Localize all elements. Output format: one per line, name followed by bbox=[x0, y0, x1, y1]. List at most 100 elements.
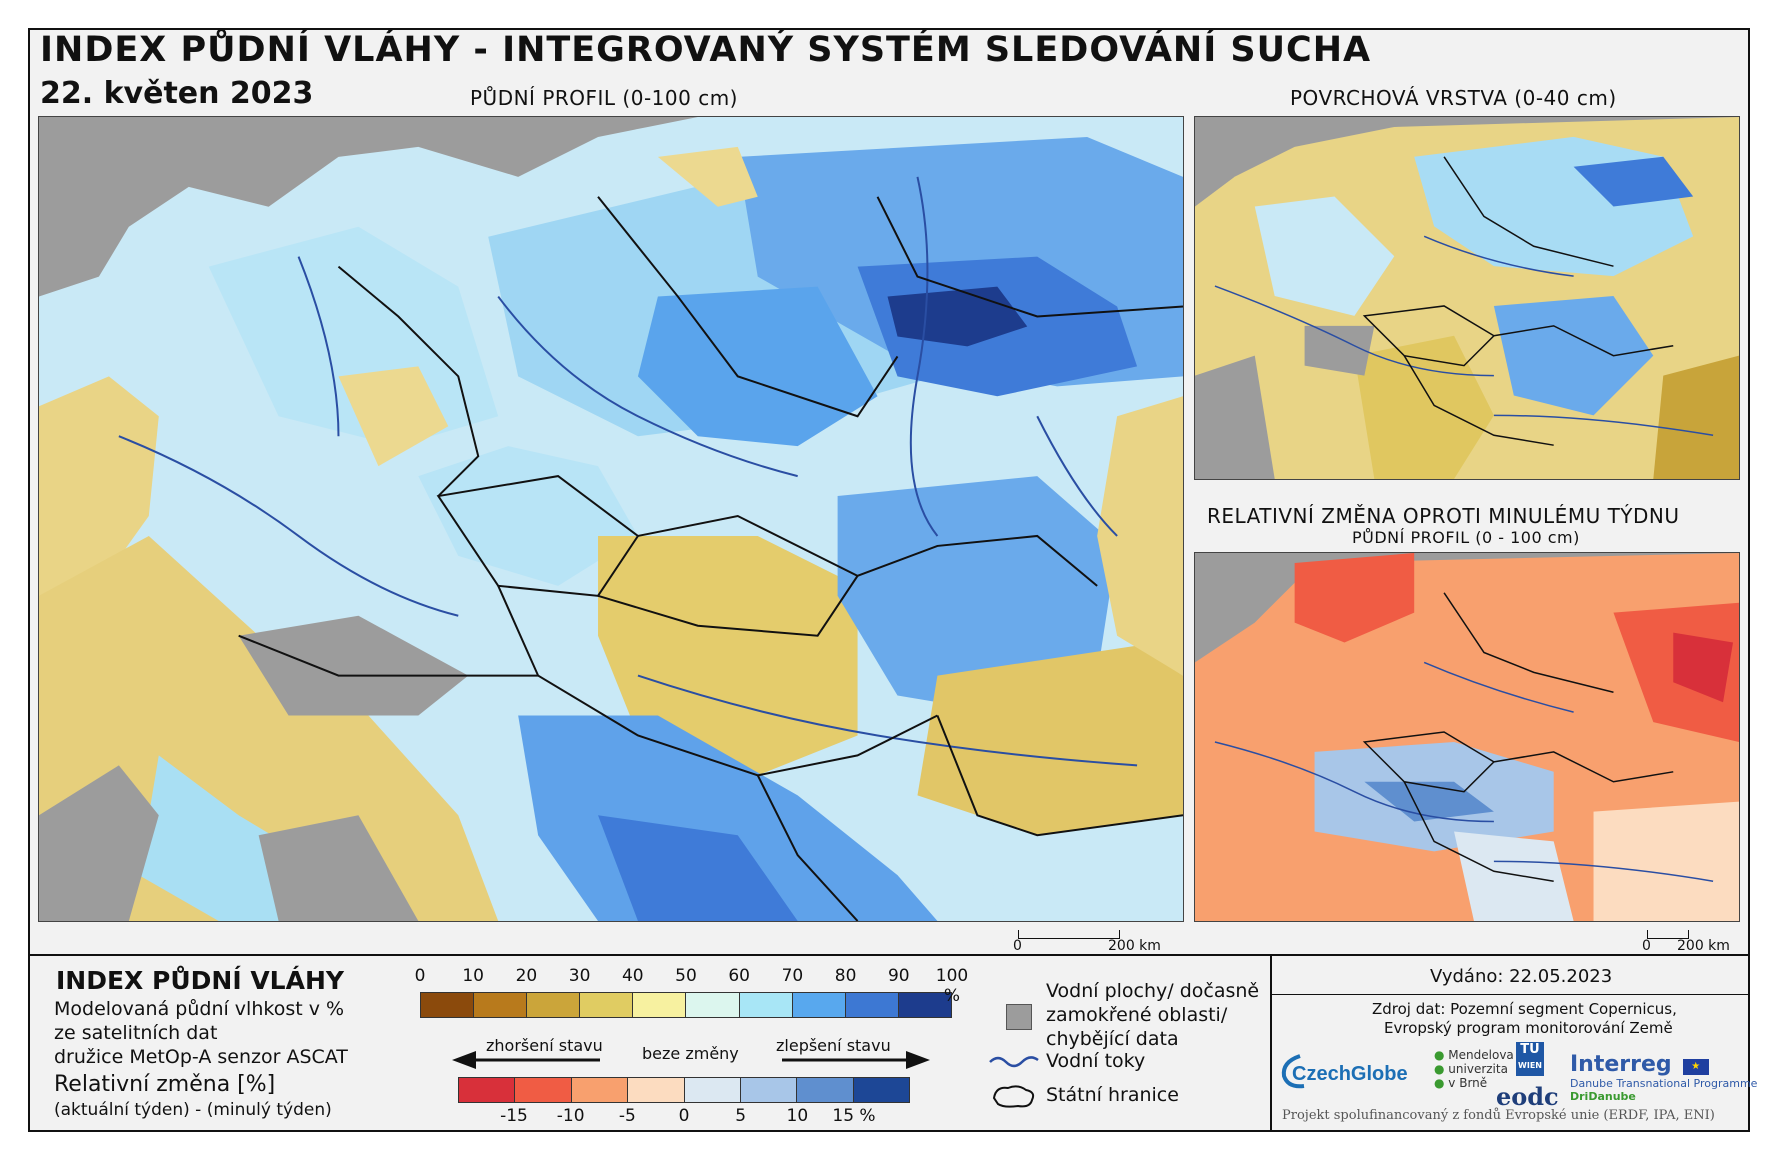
moisture-tick-0: 0 bbox=[414, 966, 426, 986]
moisture-tick-5: 50 bbox=[675, 966, 697, 986]
rivers-label: Vodní toky bbox=[1046, 1050, 1146, 1072]
moisture-swatch-5 bbox=[686, 993, 740, 1017]
tu-text: TU bbox=[1520, 1042, 1540, 1057]
main-map-graphic bbox=[39, 117, 1183, 921]
change-tick-3: 0 bbox=[678, 1106, 690, 1126]
moisture-tick-1: 10 bbox=[462, 966, 484, 986]
nochange-label: beze změny bbox=[642, 1044, 739, 1063]
change-swatch-6 bbox=[797, 1078, 854, 1102]
small-scale-zero: 0 bbox=[1642, 938, 1651, 954]
surface-map-graphic bbox=[1195, 117, 1739, 479]
moisture-swatch-7 bbox=[792, 993, 846, 1017]
change-tick-5: 10 bbox=[786, 1106, 809, 1126]
interreg-logo: Interreg ★ Danube Transnational Programm… bbox=[1570, 1052, 1757, 1103]
legend-separator bbox=[28, 954, 1750, 956]
mendel-dots-3: ● bbox=[1434, 1076, 1449, 1090]
moisture-swatch-2 bbox=[527, 993, 581, 1017]
main-scale-bar bbox=[1018, 930, 1120, 939]
moisture-swatch-3 bbox=[580, 993, 634, 1017]
relative-change-map bbox=[1194, 552, 1740, 922]
moisture-swatch-6 bbox=[739, 993, 793, 1017]
change-tick-2: -5 bbox=[618, 1106, 636, 1126]
moisture-swatch-9 bbox=[898, 993, 951, 1017]
moisture-swatch-8 bbox=[845, 993, 899, 1017]
legend-line-3: družice MetOp-A senzor ASCAT bbox=[54, 1046, 348, 1068]
moisture-swatch-0 bbox=[421, 993, 475, 1017]
change-swatch-1 bbox=[515, 1078, 572, 1102]
change-tick-0: -15 bbox=[500, 1106, 528, 1126]
border-icon bbox=[992, 1085, 1035, 1108]
czechglobe-logo: CzechGlobe bbox=[1278, 1052, 1454, 1096]
moisture-tick-4: 40 bbox=[621, 966, 644, 986]
water-swatch bbox=[1006, 1004, 1032, 1030]
change-swatch-4 bbox=[684, 1078, 741, 1102]
change-swatch-5 bbox=[740, 1078, 798, 1102]
interreg-sub-1: Danube Transnational Programme bbox=[1570, 1077, 1758, 1090]
interreg-sub-2: DriDanube bbox=[1570, 1090, 1636, 1103]
main-soil-moisture-map bbox=[38, 116, 1184, 922]
moisture-colorbar bbox=[420, 992, 952, 1018]
left-arrow-head bbox=[452, 1051, 476, 1069]
mendel-line-1: Mendelova bbox=[1448, 1048, 1514, 1062]
small-scale-label: 200 km bbox=[1677, 938, 1730, 954]
moisture-tick-3: 30 bbox=[568, 966, 591, 986]
change-map-graphic bbox=[1195, 553, 1739, 921]
moisture-swatch-1 bbox=[474, 993, 528, 1017]
moisture-tick-7: 70 bbox=[781, 966, 804, 986]
change-swatch-0 bbox=[459, 1078, 516, 1102]
mendel-dots-2: ● bbox=[1434, 1062, 1449, 1076]
mendel-line-3: v Brně bbox=[1448, 1076, 1488, 1090]
change-tick-4: 5 bbox=[735, 1106, 747, 1126]
funding-note: Projekt spolufinancovaný z fondů Evropsk… bbox=[1282, 1108, 1715, 1123]
mendel-dots: ● bbox=[1434, 1048, 1449, 1062]
source-line-2: Evropský program monitorování Země bbox=[1384, 1019, 1673, 1037]
change-map-sublabel: PŮDNÍ PROFIL (0 - 100 cm) bbox=[1352, 528, 1580, 547]
main-title: INDEX PŮDNÍ VLÁHY - INTEGROVANÝ SYSTÉM S… bbox=[40, 30, 1372, 70]
change-swatch-7 bbox=[853, 1078, 909, 1102]
river-icon bbox=[989, 1056, 1039, 1068]
main-scale-label: 200 km bbox=[1108, 938, 1161, 954]
moisture-swatch-4 bbox=[633, 993, 687, 1017]
surface-layer-map bbox=[1194, 116, 1740, 480]
change-tick-1: -10 bbox=[556, 1106, 585, 1126]
legend-title: INDEX PŮDNÍ VLÁHY bbox=[56, 966, 344, 995]
wien-text: WIEN bbox=[1518, 1061, 1542, 1070]
eodc-logo: eodc bbox=[1496, 1082, 1559, 1111]
eu-flag-icon: ★ bbox=[1682, 1058, 1709, 1075]
water-label-1: Vodní plochy/ dočasně bbox=[1046, 980, 1260, 1002]
change-colorbar bbox=[458, 1077, 910, 1103]
change-tick-6: 15 % bbox=[832, 1106, 876, 1126]
czechglobe-mark: CzechGlobe bbox=[1281, 1054, 1408, 1089]
moisture-tick-9: 90 bbox=[887, 966, 910, 986]
mendel-logo: ● Mendelova ● univerzita ● v Brně bbox=[1434, 1048, 1514, 1090]
issued-label: Vydáno: 22.05.2023 bbox=[1430, 966, 1613, 987]
moisture-tick-6: 60 bbox=[728, 966, 750, 986]
borders-label: Státní hranice bbox=[1046, 1084, 1179, 1106]
date-label: 22. květen 2023 bbox=[40, 76, 314, 111]
main-map-label: PŮDNÍ PROFIL (0-100 cm) bbox=[470, 86, 738, 110]
right-arrow-head bbox=[906, 1051, 930, 1069]
interreg-text: Interreg bbox=[1570, 1052, 1672, 1077]
mendel-line-2: univerzita bbox=[1448, 1062, 1508, 1076]
change-swatch-2 bbox=[571, 1078, 629, 1102]
worse-label: zhoršení stavu bbox=[486, 1036, 603, 1055]
czechglobe-text: CzechGlobe bbox=[1292, 1063, 1408, 1085]
tu-wien-logo: TU WIEN bbox=[1516, 1042, 1544, 1076]
source-line-1: Zdroj dat: Pozemní segment Copernicus, bbox=[1372, 1000, 1677, 1018]
issued-underline bbox=[1272, 994, 1750, 995]
small-scale-bar bbox=[1647, 930, 1689, 939]
moisture-tick-10: 100 % bbox=[935, 966, 969, 1006]
change-map-label: RELATIVNÍ ZMĚNA OPROTI MINULÉMU TÝDNU bbox=[1207, 504, 1680, 528]
legend-line-2: ze satelitních dat bbox=[54, 1022, 218, 1044]
surface-map-label: POVRCHOVÁ VRSTVA (0-40 cm) bbox=[1290, 86, 1617, 110]
legend-relative-sub: (aktuální týden) - (minulý týden) bbox=[54, 1100, 332, 1120]
legend-line-1: Modelovaná půdní vlhkost v % bbox=[54, 998, 345, 1020]
info-separator bbox=[1270, 956, 1272, 1132]
moisture-tick-8: 80 bbox=[834, 966, 857, 986]
change-swatch-3 bbox=[628, 1078, 685, 1102]
main-scale-zero: 0 bbox=[1013, 938, 1022, 954]
better-label: zlepšení stavu bbox=[776, 1036, 891, 1055]
moisture-tick-2: 20 bbox=[515, 966, 538, 986]
change-arrow bbox=[452, 1051, 930, 1069]
water-label-2: zamokřené oblasti/ bbox=[1046, 1004, 1228, 1026]
